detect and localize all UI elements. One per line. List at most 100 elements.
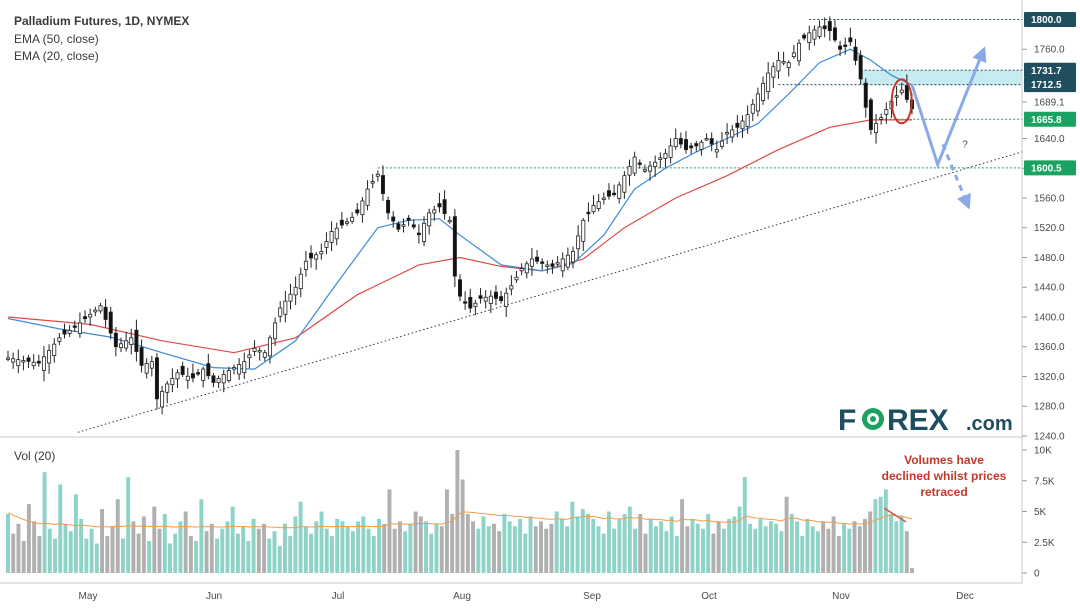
candle-body: [221, 374, 226, 384]
candle-body: [755, 93, 760, 112]
candle-body: [899, 89, 904, 94]
candle: [303, 250, 308, 277]
candle: [725, 123, 730, 145]
candle-body: [391, 216, 396, 222]
trendline: [77, 151, 1023, 433]
candle-body: [858, 55, 863, 80]
candle: [52, 338, 57, 363]
candle-body: [524, 263, 529, 274]
candle-body: [422, 222, 427, 242]
volume-bar: [863, 518, 867, 573]
candle-body: [16, 359, 21, 367]
candle-body: [262, 352, 267, 358]
volume-bar: [701, 528, 705, 573]
candle-body: [822, 25, 827, 30]
price-tick-label: 1520.0: [1034, 223, 1065, 234]
volume-bar: [544, 528, 549, 573]
candle-body: [113, 332, 118, 348]
candle: [776, 51, 781, 79]
candle: [67, 325, 72, 337]
projection-arrows: ?: [910, 46, 987, 210]
candle-body: [612, 192, 617, 196]
candle-body: [719, 140, 724, 147]
projection-question-mark: ?: [962, 139, 968, 150]
candle: [350, 212, 355, 224]
candle: [761, 76, 766, 105]
volume-bar: [502, 513, 507, 573]
price-tag-1712.5: 1712.5: [1024, 77, 1076, 93]
candle: [386, 196, 391, 220]
candle-body: [648, 165, 653, 172]
price-tag-value: 1600.5: [1031, 163, 1062, 174]
candle-body: [904, 85, 909, 100]
candle: [190, 363, 195, 383]
volume-bar: [779, 531, 784, 573]
volume-bar: [168, 543, 172, 573]
candle-body: [576, 235, 581, 250]
candle: [442, 190, 447, 220]
candle-body: [252, 347, 257, 352]
volume-bar: [403, 531, 408, 573]
volume-bar: [899, 516, 904, 573]
volume-bar: [16, 523, 21, 573]
candle-body: [31, 361, 36, 367]
candle: [334, 222, 339, 246]
volume-bar: [392, 528, 397, 573]
candle-body: [560, 258, 565, 272]
resistance-zone: [860, 70, 1022, 85]
projection-alt-path: [941, 143, 971, 210]
volume-bar: [330, 536, 334, 573]
candle-body: [555, 262, 560, 265]
volume-bar: [141, 516, 146, 573]
candle: [437, 192, 442, 213]
price-tag-box: [1024, 77, 1076, 93]
candle: [278, 301, 283, 323]
candle-body: [668, 145, 673, 158]
candle: [499, 290, 504, 304]
volume-bar: [183, 511, 188, 573]
volume-bar: [586, 513, 590, 573]
candle: [827, 16, 832, 41]
candle: [411, 219, 416, 230]
volume-bar: [460, 479, 465, 573]
candle-body: [427, 212, 432, 227]
volume-bar: [748, 523, 752, 573]
volume-bar: [606, 511, 611, 573]
candle: [730, 125, 735, 143]
candle: [678, 132, 683, 149]
candle: [868, 97, 873, 135]
price-tag-box: [1024, 11, 1076, 27]
volume-bar: [465, 513, 470, 573]
candle: [904, 74, 909, 103]
volume-bar: [497, 531, 502, 573]
volume-bar: [335, 518, 340, 573]
candle: [47, 344, 52, 374]
candle: [124, 331, 129, 352]
candle-body: [21, 360, 26, 363]
candle: [653, 155, 658, 177]
volume-bar: [63, 523, 68, 573]
candle-body: [6, 357, 10, 360]
candle: [380, 165, 385, 201]
chart-title: Palladium Futures, 1D, NYMEX: [14, 14, 189, 28]
volume-bar: [413, 511, 418, 573]
time-axis[interactable]: May Jun Jul Aug Sep Oct Nov Dec: [79, 591, 974, 602]
candle-body: [175, 372, 180, 380]
price-tick-label: 1760.0: [1034, 45, 1065, 56]
candle: [658, 152, 663, 169]
candle: [83, 310, 88, 324]
price-tag-value: 1712.5: [1031, 80, 1062, 91]
price-tick-label: 1440.0: [1034, 283, 1065, 294]
candle: [201, 366, 206, 388]
candle-body: [581, 219, 586, 242]
candle: [77, 312, 82, 338]
volume-bar: [732, 516, 737, 573]
logo-letters-rex: REX: [887, 404, 949, 437]
time-tick-label: Aug: [453, 591, 471, 602]
candle-body: [694, 143, 699, 147]
price-tick-label: 1560.0: [1034, 193, 1065, 204]
candle: [139, 339, 144, 373]
candle-body: [827, 21, 832, 32]
volume-bar: [162, 513, 167, 573]
